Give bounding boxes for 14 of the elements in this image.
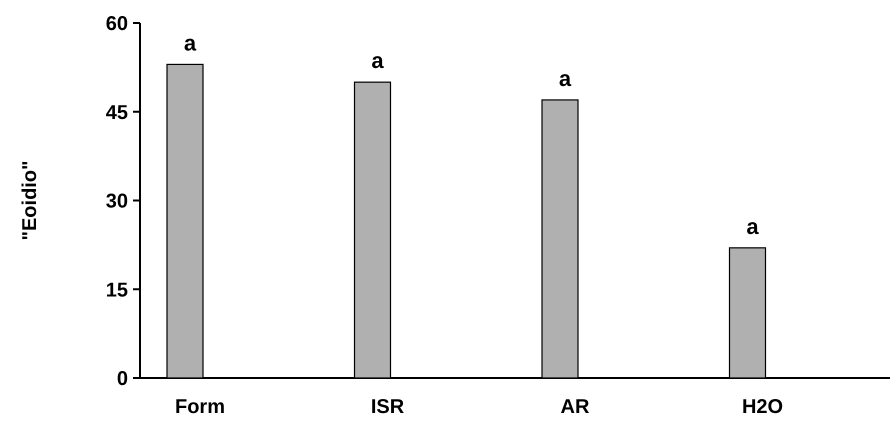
y-tick-label: 45 <box>106 102 128 124</box>
annotation: a <box>746 214 760 239</box>
x-tick-label: Form <box>175 396 225 418</box>
x-tick-label: ISR <box>370 396 405 418</box>
y-tick-label: 60 <box>106 13 128 35</box>
annotation: a <box>371 48 384 74</box>
y-tick-label: 15 <box>106 279 128 302</box>
y-tick-label: 30 <box>106 190 128 212</box>
y-tick-label: 0 <box>116 368 128 390</box>
annotation: a <box>184 30 197 56</box>
annotation: a <box>558 66 572 91</box>
y-axis-title: "Eoidio" <box>19 160 41 241</box>
x-tick-label: H2O <box>742 396 784 418</box>
x-tick-label: AR <box>560 396 590 418</box>
